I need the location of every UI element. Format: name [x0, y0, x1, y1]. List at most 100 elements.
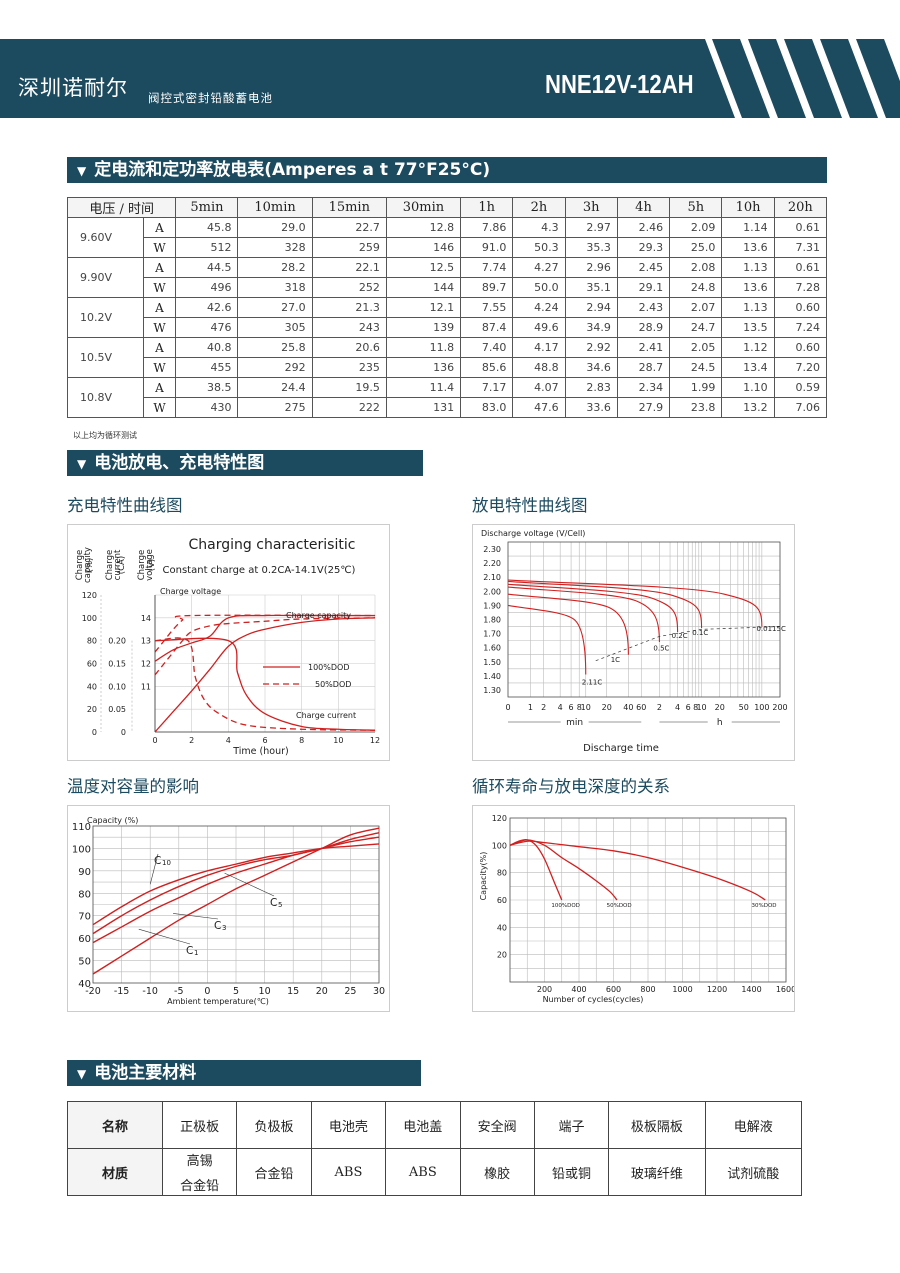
value-cell: 2.41 [616, 337, 671, 358]
value-cell: 29.1 [616, 277, 671, 298]
value-cell: 29.3 [616, 237, 671, 258]
header-banner [0, 39, 900, 118]
series-line [509, 840, 766, 901]
value-cell: 2.96 [564, 257, 618, 278]
value-cell: 252 [311, 277, 387, 298]
value-cell: 2.83 [564, 377, 618, 398]
value-cell: 1.14 [721, 217, 775, 238]
y-tick-label: 100 [492, 841, 507, 850]
value-cell: 13.4 [721, 357, 775, 378]
series-label: 100%DOD [551, 903, 580, 909]
value-cell: 235 [311, 357, 387, 378]
value-cell: 35.3 [564, 237, 618, 258]
y-tick-label: 2.20 [483, 559, 501, 568]
discharge-table: 电压 / 时间 5min 10min 15min 30min 1h 2h 3h 4h 5h 10h 2… [66, 197, 828, 418]
x-tick-label: 4 [675, 703, 680, 712]
x-tick-label: 4 [558, 703, 563, 712]
x-tick-label: 10 [581, 703, 591, 712]
value-cell: 7.20 [773, 357, 828, 378]
discharge-chart-title: 放电特性曲线图 [472, 496, 588, 515]
part-name-cell: 负极板 [236, 1101, 312, 1149]
x-tick-label: 50 [739, 703, 749, 712]
curve-label: C [154, 855, 161, 867]
series-line [509, 839, 563, 901]
value-cell: 0.61 [773, 217, 828, 238]
axis-label: current [113, 549, 123, 580]
y-tick-label: 1.70 [483, 630, 501, 639]
value-cell: 243 [311, 317, 387, 338]
part-name-cell: 正极板 [161, 1101, 238, 1149]
value-cell: 4.3 [512, 217, 566, 238]
part-material-cell: ABS [310, 1148, 387, 1196]
y-tick-label: 1.30 [483, 686, 501, 695]
x-tick-label: 8 [693, 703, 698, 712]
y-tick-label: 80 [497, 869, 507, 878]
value-cell: 7.74 [460, 257, 514, 278]
voltage-tick-label: 12 [141, 660, 151, 669]
value-cell: 13.2 [721, 397, 775, 418]
x-axis-title: Number of cycles(cycles) [543, 995, 644, 1004]
x-tick-label: 1200 [707, 985, 727, 994]
series-line [92, 843, 380, 926]
value-cell: 144 [385, 277, 462, 298]
y-tick-label: 20 [497, 951, 507, 960]
cycle-chart-title: 循环寿命与放电深度的关系 [472, 777, 670, 796]
value-cell: 2.08 [669, 257, 723, 278]
x-tick-label: -15 [114, 986, 130, 997]
series-line [507, 579, 763, 627]
plot-frame [92, 825, 380, 984]
x-tick-label: 30 [373, 986, 385, 997]
x-tick-label: 200 [772, 703, 787, 712]
axis-label: voltage [145, 549, 155, 581]
table-row: 9.90V A 44.5 28.2 22.1 12.5 7.74 4.27 2.96 2.45 2.… [67, 257, 828, 298]
voltage-cell: 9.90V [67, 257, 144, 298]
value-cell: 7.06 [773, 397, 828, 418]
axis-label: (CA) [117, 556, 127, 574]
x-tick-label: -10 [142, 986, 158, 997]
x-tick-label: 2 [657, 703, 662, 712]
value-cell: 2.07 [669, 297, 723, 318]
series-line [92, 832, 380, 944]
value-cell: 7.31 [773, 237, 828, 258]
material-line: 铅或铜 [552, 1166, 592, 1182]
material-line: ABS [334, 1164, 363, 1180]
part-material-cell: 橡胶 [459, 1148, 535, 1196]
curve-label: C [186, 945, 193, 957]
axis-label: (%) [85, 558, 95, 573]
value-cell: 12.5 [385, 257, 462, 278]
x-tick-label: 8 [577, 703, 582, 712]
value-cell: 85.6 [460, 357, 514, 378]
value-cell: 4.07 [512, 377, 566, 398]
value-cell: 25.8 [237, 337, 313, 358]
x-tick-label: 20 [602, 703, 612, 712]
x-group-label: min [566, 718, 583, 728]
triangle-down-icon: ▼ [77, 1067, 87, 1081]
value-cell: 34.9 [564, 317, 618, 338]
value-cell: 87.4 [460, 317, 514, 338]
value-cell: 4.27 [512, 257, 566, 278]
cycle-life-chart: Capacity(%) 20 40 60 80 100 120 200 400 600 800 100… [472, 805, 796, 1012]
x-tick-label: 6 [686, 703, 691, 712]
value-cell: 24.8 [669, 277, 723, 298]
value-cell: 1.12 [721, 337, 775, 358]
x-tick-label: 60 [636, 703, 646, 712]
material-line: ABS [408, 1164, 437, 1180]
part-material-cell: 合金铅 [236, 1148, 312, 1196]
x-tick-label: 6 [569, 703, 574, 712]
series-line [154, 617, 376, 676]
series-line [507, 586, 660, 643]
y-tick-label: 1.60 [483, 644, 501, 653]
value-cell: 139 [385, 317, 462, 338]
x-tick-label: 10 [333, 736, 343, 745]
value-cell: 430 [175, 397, 239, 418]
annotation-label: Charge current [296, 711, 356, 720]
leader-line [224, 872, 275, 897]
table-row: W 512 328 259 146 91.0 50.3 35.3 29.3 25.0 13.6 7.3… [68, 237, 828, 258]
value-cell: 7.86 [460, 217, 514, 238]
x-axis-title: Time (hour) [232, 746, 288, 757]
value-cell: 11.4 [385, 377, 462, 398]
value-cell: 476 [175, 317, 239, 338]
value-cell: 2.97 [564, 217, 618, 238]
value-cell: 24.4 [237, 377, 313, 398]
value-cell: 512 [175, 237, 239, 258]
